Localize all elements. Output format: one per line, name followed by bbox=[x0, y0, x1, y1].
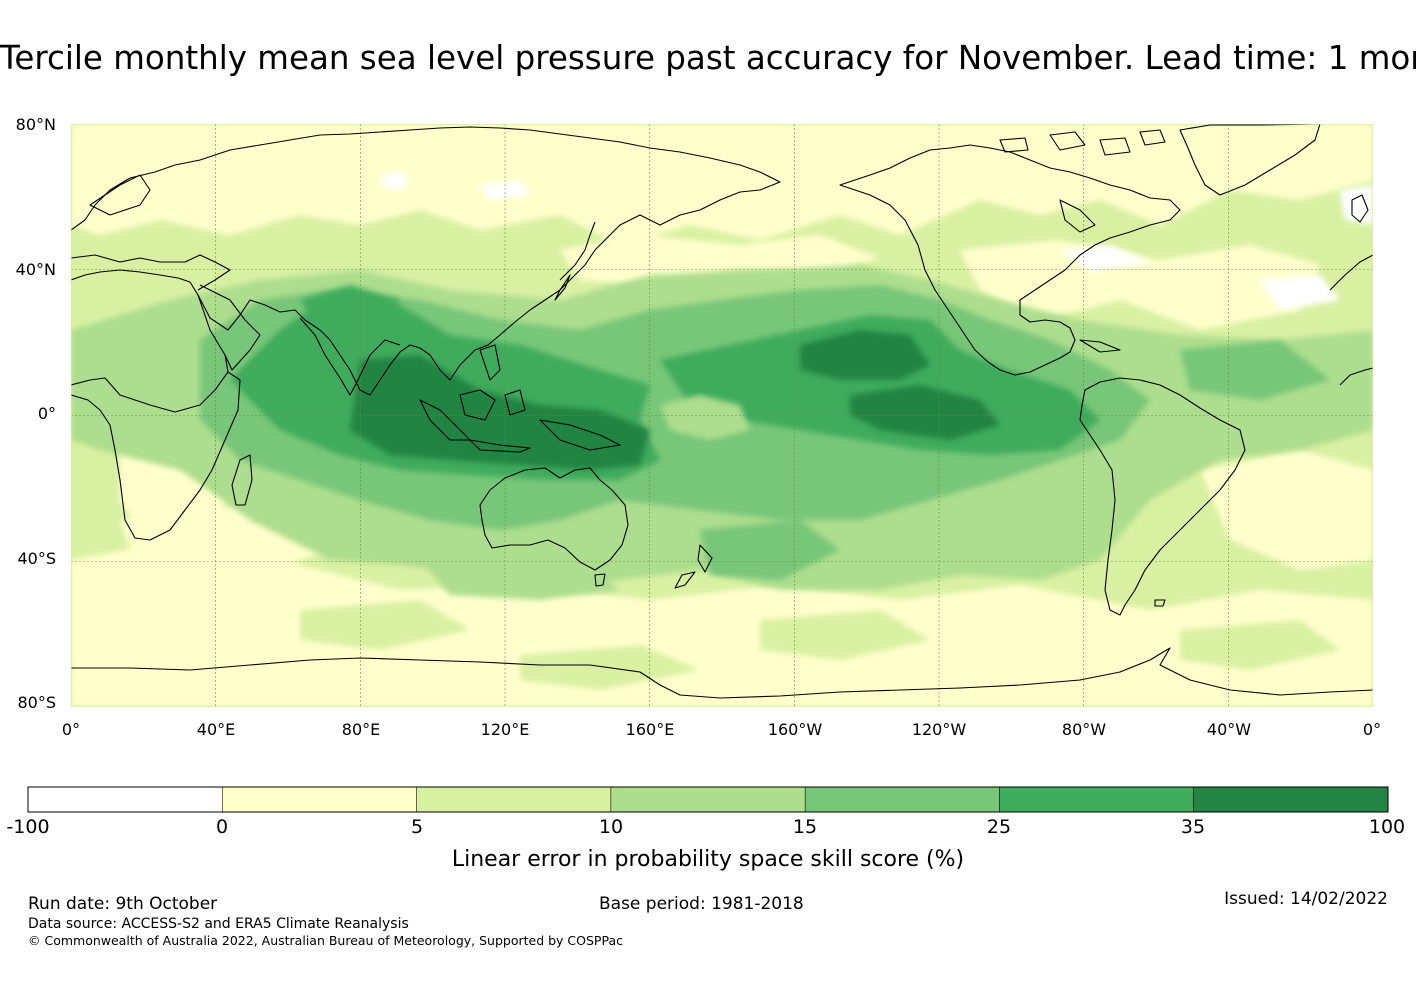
coast-madagascar bbox=[231, 454, 253, 506]
field-pac-core bbox=[800, 330, 930, 380]
graticule bbox=[71, 124, 1373, 707]
lat-label-0: 0° bbox=[37, 404, 56, 423]
coast-europe-east bbox=[1329, 254, 1373, 291]
colorbar-segment bbox=[805, 787, 1000, 812]
field-north-pale bbox=[71, 124, 1373, 245]
field-asia-25 bbox=[300, 285, 400, 330]
colorbar-segment bbox=[416, 787, 611, 812]
field-eastatl-15 bbox=[1180, 340, 1330, 400]
colorbar-outline bbox=[27, 786, 1389, 813]
field-atl-pale bbox=[960, 240, 1320, 330]
coast-japan-isl bbox=[554, 274, 571, 301]
lon-label-160e: 160°E bbox=[625, 720, 675, 739]
colorbar-tick: -100 bbox=[6, 816, 50, 838]
coast-greenland bbox=[1179, 124, 1321, 196]
coast-mediterranean bbox=[71, 254, 231, 291]
field-south-10 bbox=[420, 550, 620, 600]
coast-cuba bbox=[1079, 339, 1121, 353]
colorbar-tick: 10 bbox=[598, 816, 624, 838]
lon-label-40e: 40°E bbox=[196, 720, 236, 739]
coast-arabia bbox=[199, 284, 261, 371]
coast-nz bbox=[674, 544, 713, 589]
colorbar-label: Linear error in probability space skill … bbox=[451, 847, 965, 872]
lon-label-80e: 80°E bbox=[341, 720, 381, 739]
run-date: Run date: 9th October bbox=[28, 894, 218, 914]
coast-india bbox=[299, 317, 401, 396]
colorbar-tick: 0 bbox=[215, 816, 229, 838]
data-source: Data source: ACCESS-S2 and ERA5 Climate … bbox=[28, 916, 409, 932]
colorbar bbox=[27, 786, 1389, 813]
base-period: Base period: 1981-2018 bbox=[599, 894, 804, 914]
coast-africa bbox=[71, 269, 241, 541]
colorbar-tick: 15 bbox=[792, 816, 818, 838]
coast-antarctica bbox=[71, 647, 1373, 699]
colorbar-segment bbox=[1193, 787, 1388, 812]
coast-eurasia bbox=[71, 126, 781, 396]
coast-scandinavia bbox=[89, 174, 151, 216]
issued-date: Issued: 14/02/2022 bbox=[1224, 889, 1388, 909]
coast-uk bbox=[1351, 194, 1369, 223]
coast-australia bbox=[479, 467, 629, 571]
lon-label-40w: 40°W bbox=[1206, 720, 1252, 739]
skill-field bbox=[71, 124, 1373, 707]
lat-label-80n: 80°N bbox=[15, 115, 56, 134]
lon-label-120w: 120°W bbox=[911, 720, 967, 739]
field-pac-core2 bbox=[850, 385, 1000, 440]
colorbar-segment bbox=[222, 787, 417, 812]
field-south-pale bbox=[71, 540, 1373, 707]
colorbar-segment bbox=[999, 787, 1194, 812]
lon-label-0-right: 0° bbox=[1362, 720, 1382, 739]
lat-label-80s: 80°S bbox=[17, 693, 56, 712]
colorbar-tick: 25 bbox=[986, 816, 1012, 838]
copyright: © Commonwealth of Australia 2022, Austra… bbox=[28, 933, 623, 948]
coast-indonesia bbox=[419, 344, 621, 453]
chart-title: Tercile monthly mean sea level pressure … bbox=[0, 39, 1416, 77]
coast-north-america bbox=[839, 144, 1181, 376]
colorbar-segment bbox=[610, 787, 806, 812]
colorbar-tick: 35 bbox=[1180, 816, 1206, 838]
colorbar-tick: 100 bbox=[1368, 816, 1406, 838]
coast-south-america bbox=[1079, 377, 1246, 616]
lon-label-120e: 120°E bbox=[480, 720, 530, 739]
field-satl-pale bbox=[1200, 450, 1373, 570]
coastlines bbox=[71, 124, 1373, 699]
lon-label-0: 0° bbox=[61, 720, 81, 739]
coast-tasmania bbox=[594, 573, 606, 587]
field-spac-15 bbox=[700, 520, 840, 580]
coast-hudson bbox=[1059, 199, 1096, 233]
coast-africa-east bbox=[1339, 367, 1373, 386]
colorbar-tick: 5 bbox=[410, 816, 424, 838]
coast-falklands bbox=[1154, 599, 1166, 607]
colorbar-segment bbox=[28, 787, 223, 812]
lat-label-40s: 40°S bbox=[17, 549, 56, 568]
coast-arctic-isl bbox=[999, 129, 1166, 156]
lat-label-40n: 40°N bbox=[15, 260, 56, 279]
lon-label-80w: 80°W bbox=[1061, 720, 1107, 739]
field-io-core bbox=[350, 355, 650, 470]
coast-japan bbox=[559, 221, 596, 281]
lon-label-160w: 160°W bbox=[767, 720, 823, 739]
